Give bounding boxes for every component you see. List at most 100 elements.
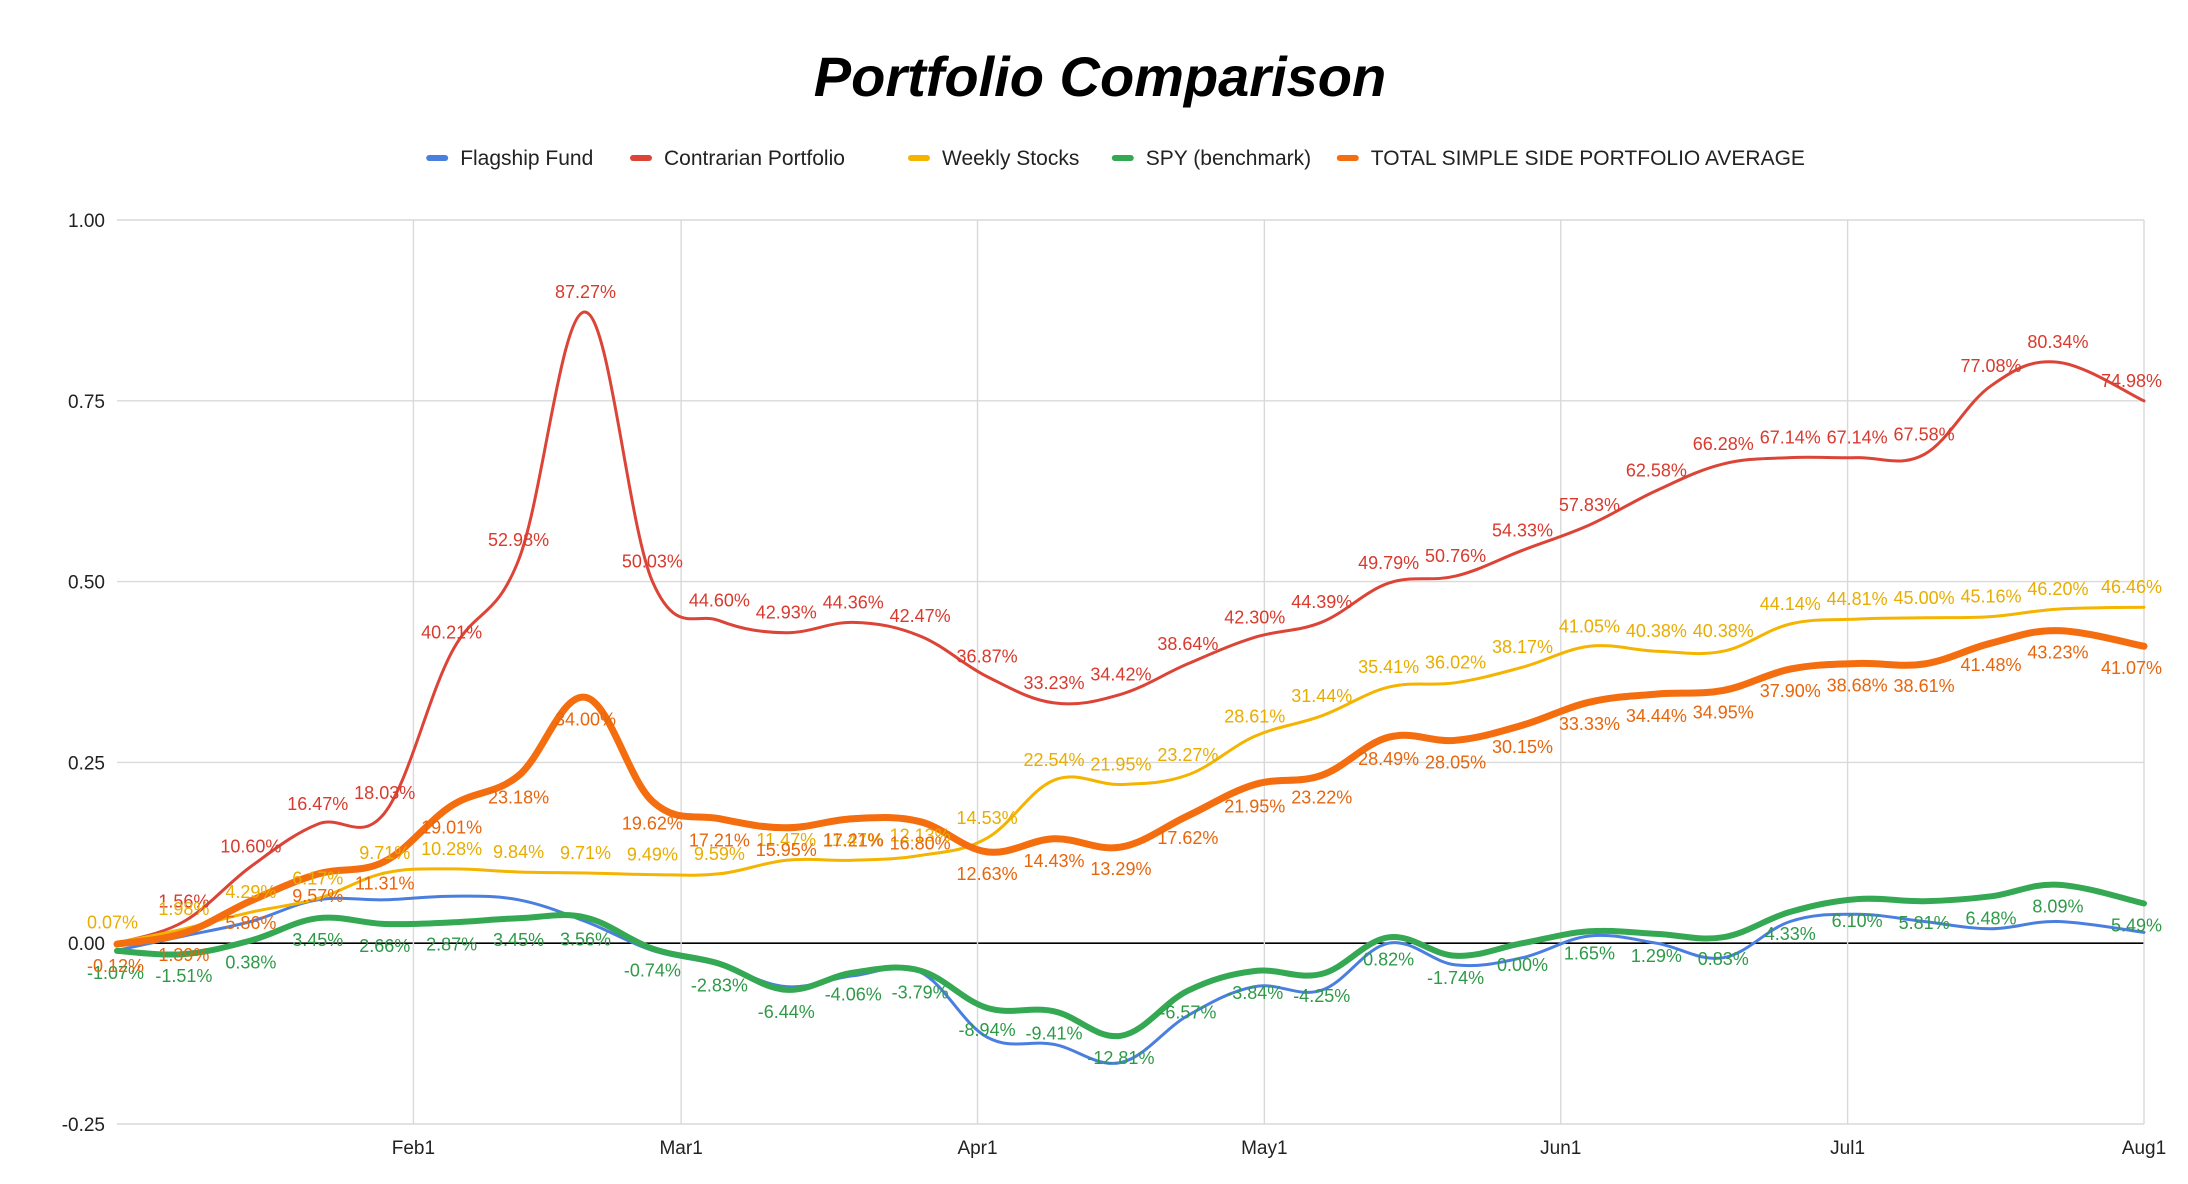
data-label: 17.62% (1157, 828, 1218, 848)
data-label: 28.61% (1224, 706, 1285, 726)
data-label: 6.48% (1965, 908, 2016, 928)
data-label: 50.76% (1425, 546, 1486, 566)
data-label: 44.39% (1291, 592, 1352, 612)
data-label: 6.17% (292, 869, 343, 889)
legend-swatch (630, 155, 652, 161)
data-label: 40.21% (421, 622, 482, 642)
data-label: 2.87% (426, 934, 477, 954)
data-label: -0.74% (624, 961, 681, 981)
axes: 1.00 0.75 0.50 0.25 0.00 -0.25 Feb1 Mar1 Apr1 May… (62, 211, 2167, 1159)
y-tick-label: 0.00 (68, 934, 105, 955)
y-tick-label: 0.50 (68, 573, 105, 594)
data-label: 87.27% (555, 282, 616, 302)
data-label: 42.93% (756, 603, 817, 623)
data-label: 41.05% (1559, 616, 1620, 636)
data-label: 10.28% (421, 839, 482, 859)
data-label: -1.07% (87, 963, 144, 983)
data-label: 12.63% (957, 864, 1018, 884)
legend: Flagship Fund Contrarian Portfolio Weekly … (426, 147, 1805, 170)
x-tick-label: Aug1 (2122, 1138, 2166, 1159)
data-label: 16.47% (287, 794, 348, 814)
series-line-contrarian-portfolio (115, 310, 2146, 945)
data-label: 9.59% (694, 844, 745, 864)
data-label: 40.38% (1693, 621, 1754, 641)
data-label: 41.48% (1960, 655, 2021, 675)
data-label: 5.81% (1899, 913, 1950, 933)
data-label: 0.07% (87, 913, 138, 933)
data-label: 36.02% (1425, 653, 1486, 673)
legend-label: Weekly Stocks (942, 147, 1079, 170)
data-label: 5.49% (2111, 915, 2162, 935)
data-label: 3.45% (493, 930, 544, 950)
data-label: 28.05% (1425, 752, 1486, 772)
data-label: -1.74% (1427, 968, 1484, 988)
data-label: 17.21% (823, 831, 884, 851)
data-label: 42.47% (890, 606, 951, 626)
legend-item-4: TOTAL SIMPLE SIDE PORTFOLIO AVERAGE (1336, 147, 1805, 170)
data-label: 34.95% (1693, 702, 1754, 722)
data-label: 0.83% (1698, 949, 1749, 969)
data-label: 3.56% (560, 929, 611, 949)
legend-label: TOTAL SIMPLE SIDE PORTFOLIO AVERAGE (1371, 147, 1805, 170)
data-label: 0.82% (1363, 949, 1414, 969)
legend-item-2: Weekly Stocks (908, 147, 1079, 170)
series-lines (113, 310, 2148, 1065)
data-label: 22.54% (1023, 750, 1084, 770)
data-label: 66.28% (1693, 434, 1754, 454)
x-tick-label: Jun1 (1540, 1138, 1581, 1159)
data-label: 21.95% (1224, 796, 1285, 816)
data-label: 23.18% (488, 788, 549, 808)
data-label: 11.47% (756, 830, 816, 850)
data-label: 1.29% (1631, 946, 1682, 966)
data-label: 9.71% (560, 843, 611, 863)
data-label: 21.95% (1090, 754, 1151, 774)
data-label: 17.21% (689, 831, 750, 851)
data-label: 44.36% (823, 592, 884, 612)
data-label: 45.16% (1960, 587, 2021, 607)
data-label: 9.49% (627, 845, 678, 865)
legend-swatch (1336, 155, 1359, 161)
data-label: -6.57% (1159, 1003, 1216, 1023)
data-label: 33.33% (1559, 714, 1620, 734)
data-label: 80.34% (2027, 332, 2088, 352)
series-line-flagship-fund (115, 894, 2146, 1065)
data-label: 43.23% (2027, 643, 2088, 663)
data-label: 16.80% (890, 834, 951, 854)
data-label: 34.00% (555, 709, 616, 729)
data-label: 54.33% (1492, 520, 1553, 540)
legend-swatch (908, 155, 930, 161)
data-label: 14.53% (957, 808, 1018, 828)
data-label: 4.29% (225, 882, 276, 902)
y-tick-label: 1.00 (68, 211, 105, 232)
data-label: 45.00% (1894, 588, 1955, 608)
data-label: 36.87% (957, 647, 1018, 667)
data-label: 38.64% (1157, 634, 1218, 654)
data-label: 38.61% (1894, 676, 1955, 696)
legend-item-0: Flagship Fund (426, 147, 593, 170)
data-label: -4.25% (1293, 986, 1350, 1006)
legend-swatch (1111, 155, 1134, 161)
data-label: 35.41% (1358, 657, 1419, 677)
data-label: 30.15% (1492, 737, 1553, 757)
data-label: 74.98% (2101, 371, 2162, 391)
data-label: 77.08% (1960, 356, 2021, 376)
grid (117, 219, 2145, 1125)
data-label: 44.14% (1760, 594, 1821, 614)
data-label: -2.83% (691, 976, 748, 996)
data-label: 3.45% (292, 930, 343, 950)
data-label: 52.98% (488, 530, 549, 550)
data-label: 28.49% (1358, 749, 1419, 769)
data-label: 6.10% (1832, 911, 1883, 931)
data-label: 67.14% (1827, 428, 1888, 448)
y-tick-label: -0.25 (62, 1115, 105, 1136)
x-tick-label: Feb1 (392, 1138, 435, 1159)
data-label: 12.13% (890, 825, 951, 845)
x-tick-label: Mar1 (659, 1138, 702, 1159)
data-label: 8.09% (2032, 897, 2083, 917)
y-tick-label: 0.75 (68, 392, 105, 413)
series-line-weekly-stocks (115, 605, 2146, 945)
x-tick-label: May1 (1241, 1138, 1287, 1159)
series-line-spy-benchmark (114, 881, 2147, 1040)
data-label: -0.12% (87, 956, 144, 976)
